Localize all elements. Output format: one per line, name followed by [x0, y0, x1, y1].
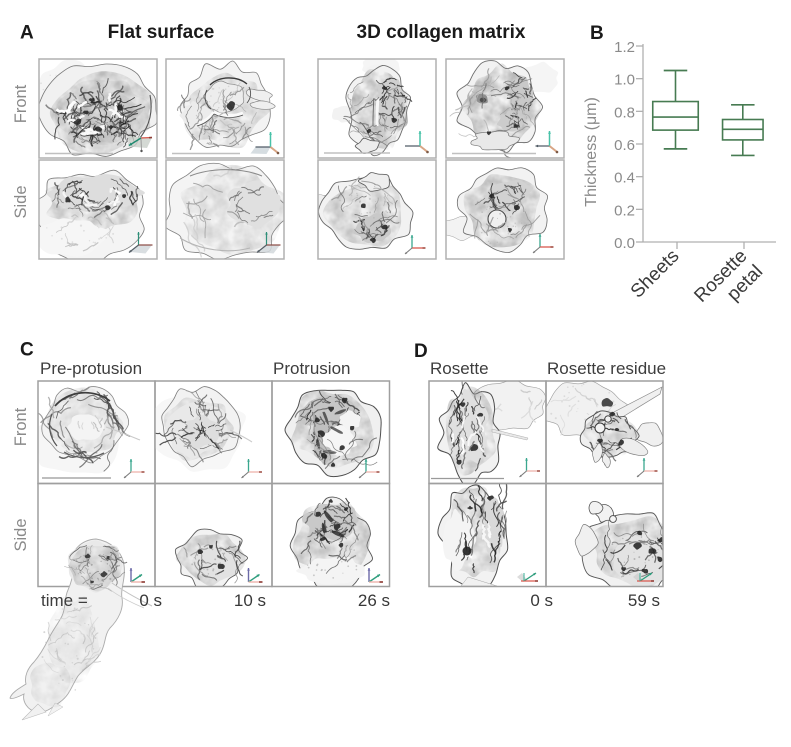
- svg-text:1.0: 1.0: [614, 72, 635, 89]
- svg-text:Pre-protusion: Pre-protusion: [40, 359, 142, 378]
- svg-text:0.0: 0.0: [614, 235, 635, 252]
- svg-text:A: A: [20, 23, 34, 44]
- svg-text:B: B: [590, 23, 604, 44]
- svg-text:0.8: 0.8: [614, 104, 635, 121]
- svg-text:Rosette residue: Rosette residue: [547, 359, 666, 378]
- svg-text:10 s: 10 s: [234, 591, 266, 610]
- svg-text:0.6: 0.6: [614, 137, 635, 154]
- svg-text:1.2: 1.2: [614, 39, 635, 56]
- svg-text:Front: Front: [12, 84, 30, 123]
- svg-text:0.2: 0.2: [614, 202, 635, 219]
- svg-text:3D collagen matrix: 3D collagen matrix: [357, 22, 526, 43]
- svg-text:0 s: 0 s: [530, 591, 553, 610]
- svg-text:D: D: [414, 341, 428, 362]
- svg-text:Side: Side: [12, 185, 30, 218]
- svg-text:Flat surface: Flat surface: [108, 22, 215, 43]
- svg-text:0.4: 0.4: [614, 170, 635, 187]
- svg-text:0 s: 0 s: [139, 591, 162, 610]
- svg-text:26 s: 26 s: [358, 591, 390, 610]
- svg-text:Front: Front: [12, 407, 30, 446]
- svg-text:C: C: [20, 340, 34, 361]
- svg-text:Protrusion: Protrusion: [273, 359, 350, 378]
- svg-text:Thickness (μm): Thickness (μm): [583, 97, 600, 207]
- svg-text:Side: Side: [12, 518, 30, 551]
- svg-text:Rosette: Rosette: [430, 359, 489, 378]
- svg-text:time =: time =: [41, 591, 88, 610]
- svg-text:59 s: 59 s: [628, 591, 660, 610]
